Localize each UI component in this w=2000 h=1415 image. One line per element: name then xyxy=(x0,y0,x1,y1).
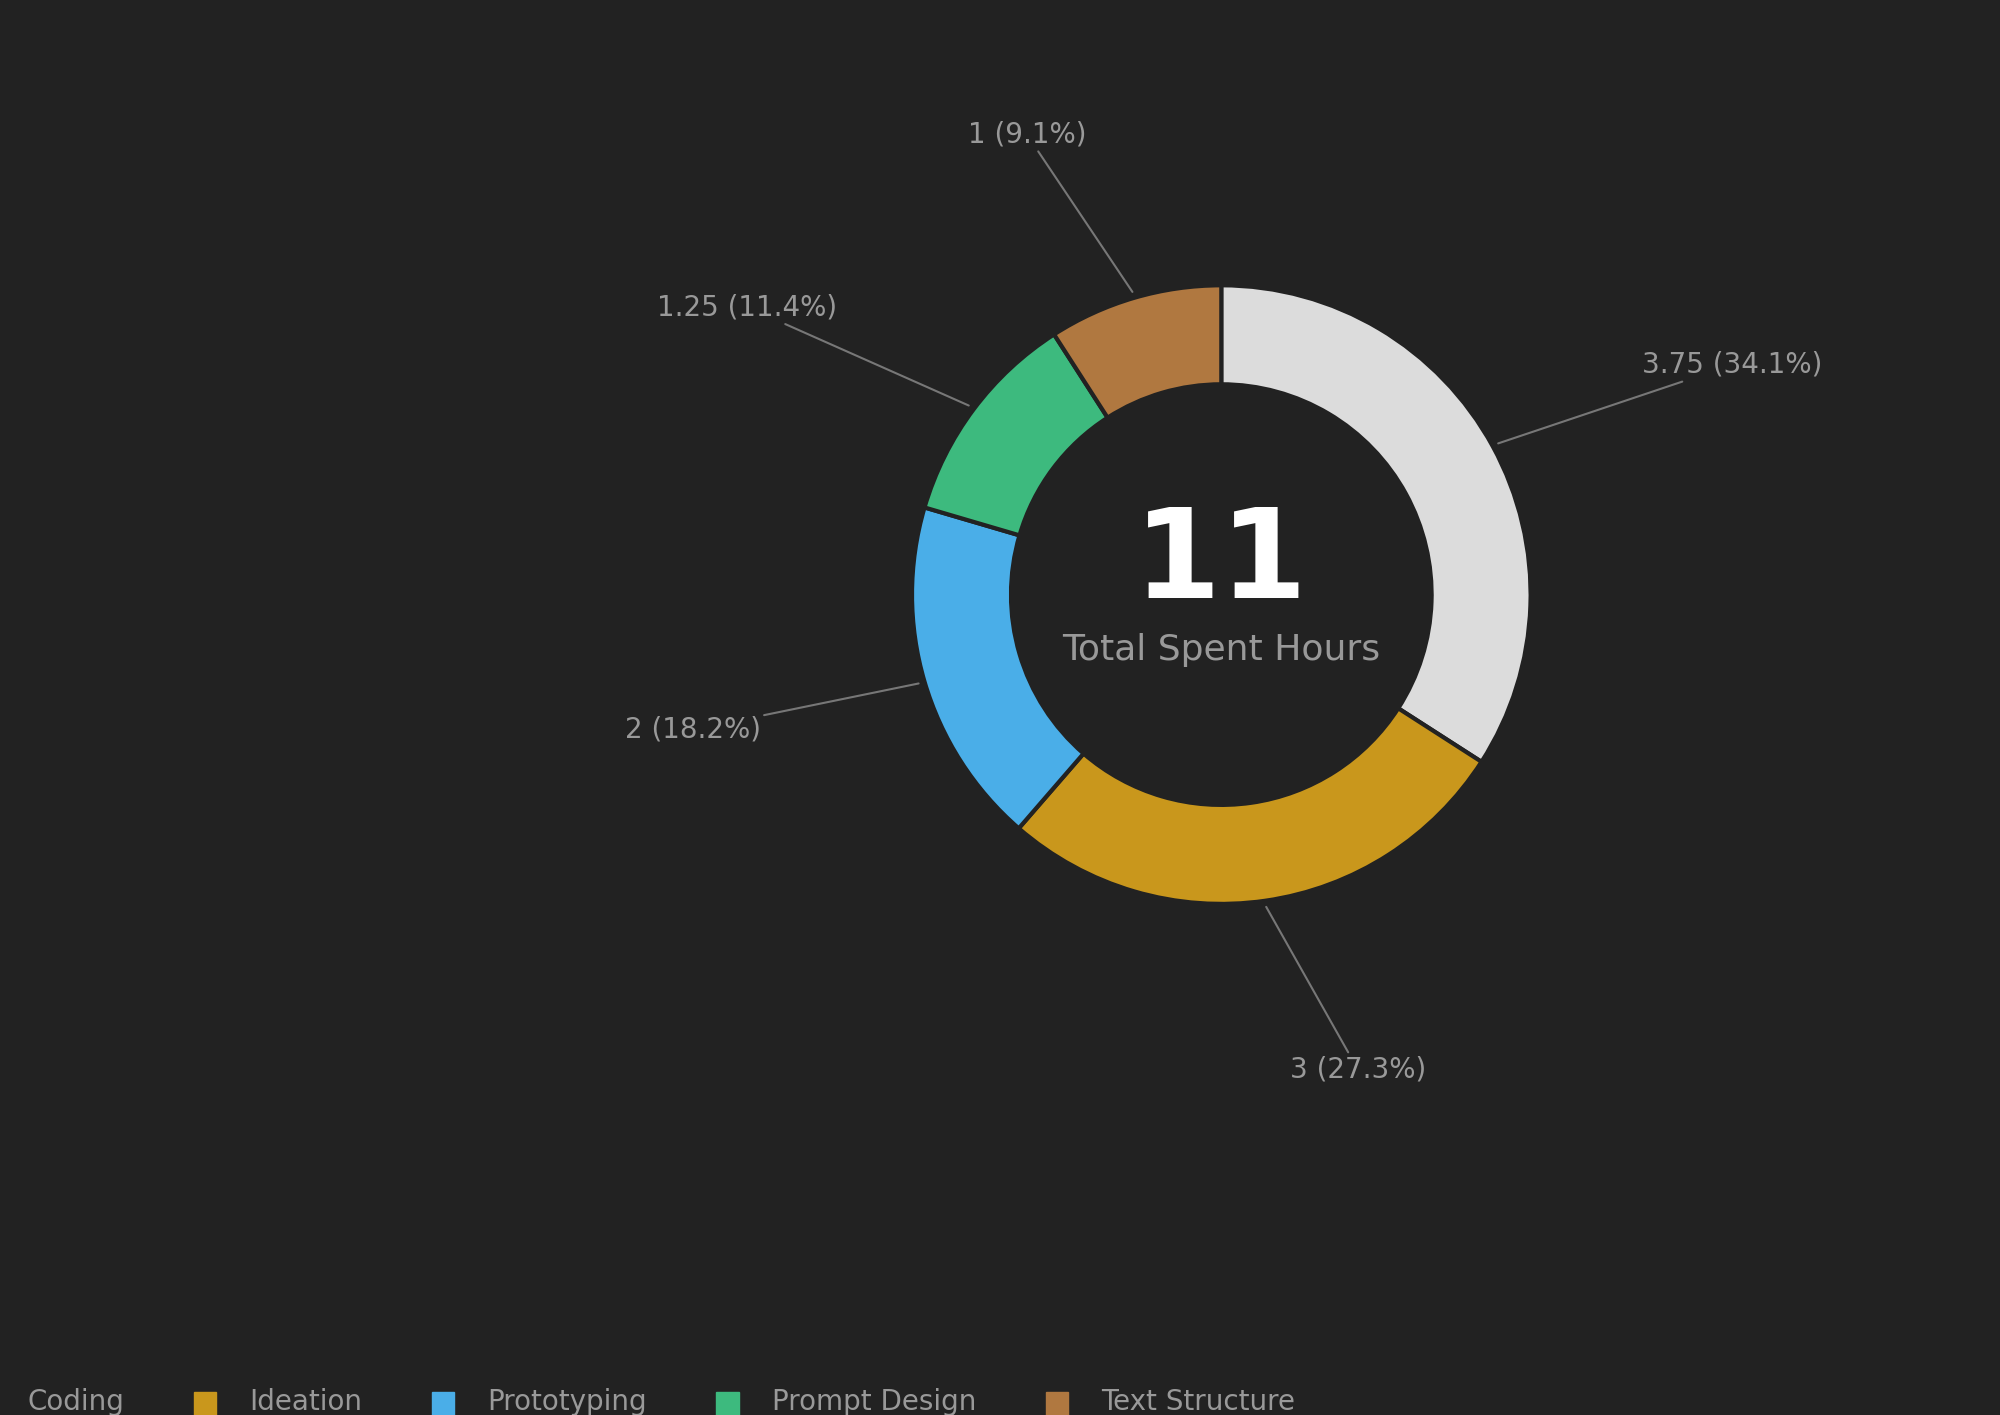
Text: 1 (9.1%): 1 (9.1%) xyxy=(968,120,1132,291)
Text: 11: 11 xyxy=(1134,504,1308,624)
Legend: Coding, Ideation, Prototyping, Prompt Design, Text Structure: Coding, Ideation, Prototyping, Prompt De… xyxy=(0,1375,1306,1415)
Wedge shape xyxy=(912,508,1084,828)
Text: 2 (18.2%): 2 (18.2%) xyxy=(626,683,918,744)
Wedge shape xyxy=(1054,286,1222,417)
Text: 1.25 (11.4%): 1.25 (11.4%) xyxy=(658,293,968,406)
Text: 3 (27.3%): 3 (27.3%) xyxy=(1266,907,1426,1082)
Text: 3.75 (34.1%): 3.75 (34.1%) xyxy=(1498,351,1822,443)
Wedge shape xyxy=(1222,286,1530,761)
Text: Total Spent Hours: Total Spent Hours xyxy=(1062,634,1380,668)
Wedge shape xyxy=(1018,709,1482,904)
Wedge shape xyxy=(924,334,1108,535)
